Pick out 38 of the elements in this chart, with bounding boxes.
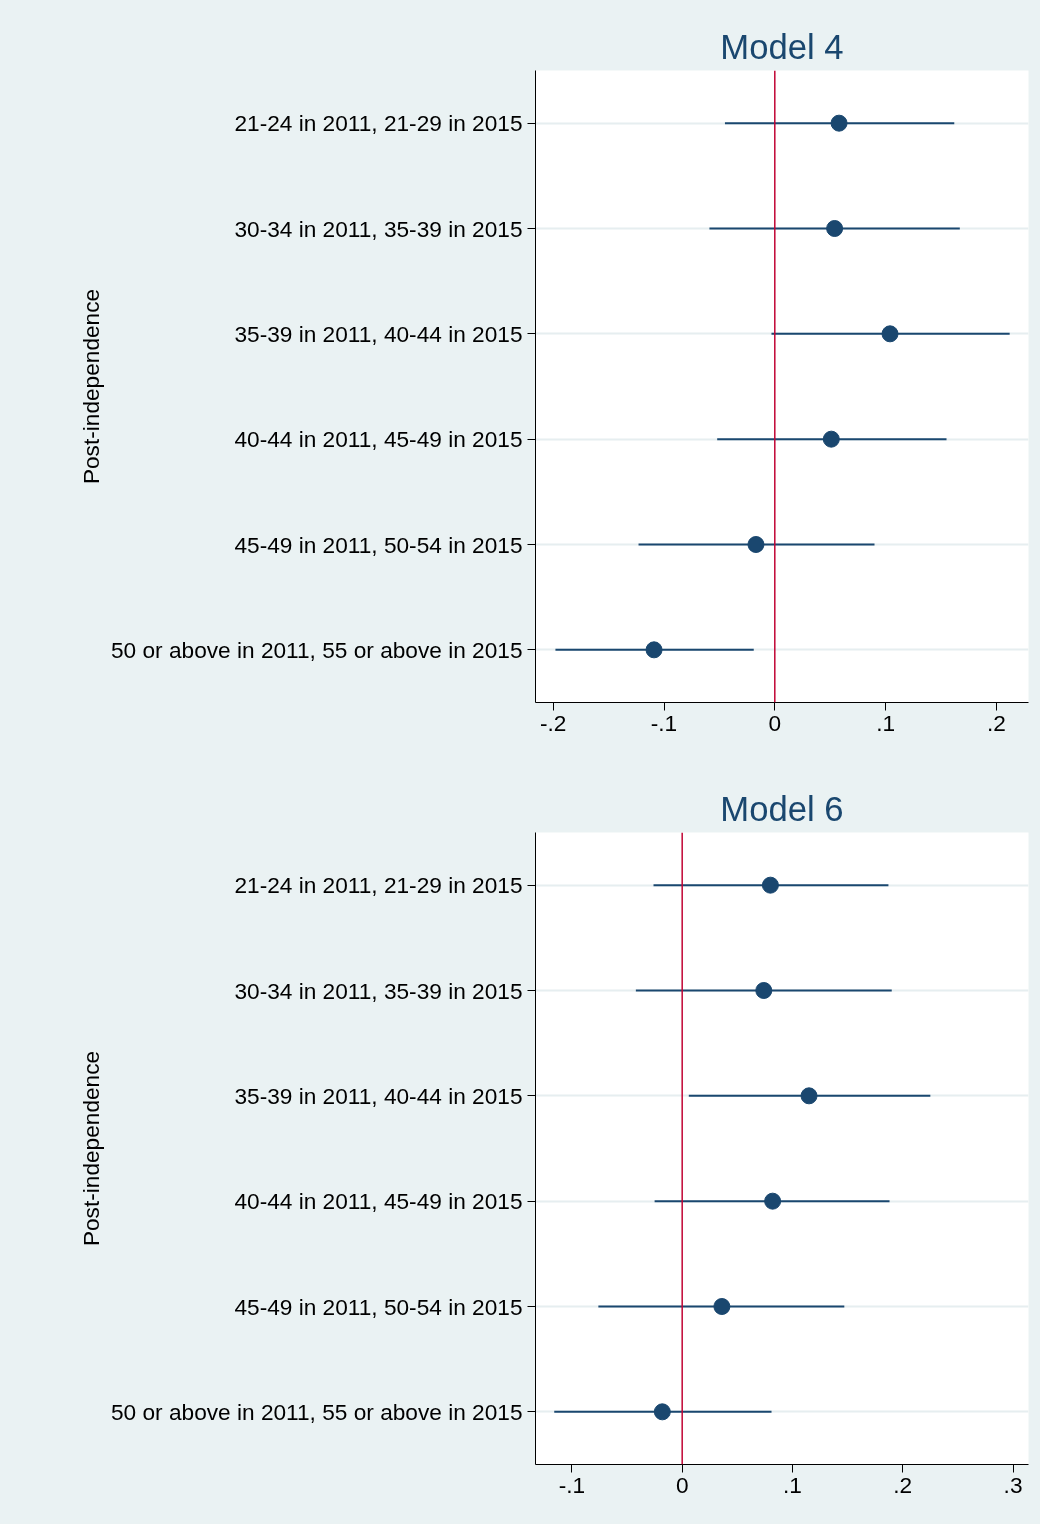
y-axis-title: Post-independence (77, 288, 104, 485)
point (800, 1087, 818, 1105)
y-tick-label: 50 or above in 2011, 55 or above in 2015 (111, 1398, 523, 1425)
y-tick-label: 35-39 in 2011, 40-44 in 2015 (234, 320, 523, 347)
x-tick-label: .1 (783, 1471, 802, 1498)
y-tick-label: 40-44 in 2011, 45-49 in 2015 (234, 426, 523, 453)
x-tick-label: 0 (768, 709, 782, 736)
point (761, 876, 779, 894)
y-tick-label: 21-24 in 2011, 21-29 in 2015 (234, 872, 523, 899)
x-tick-label: .2 (986, 709, 1006, 736)
x-tick-label: .2 (893, 1471, 913, 1498)
point (645, 641, 663, 659)
point (653, 1403, 671, 1421)
point (830, 114, 848, 132)
x-tick-label: .3 (1003, 1471, 1023, 1498)
x-tick-label: -.1 (650, 709, 678, 736)
point (764, 1192, 782, 1210)
y-tick-label: 50 or above in 2011, 55 or above in 2015 (111, 636, 523, 663)
x-tick-label: -.1 (558, 1471, 586, 1498)
x-tick-label: .1 (876, 709, 896, 736)
point (881, 325, 899, 343)
chart-title: Model 4 (720, 27, 844, 66)
x-tick-label: -.2 (540, 709, 567, 736)
point (826, 220, 844, 237)
point (822, 430, 840, 448)
y-tick-label: 40-44 in 2011, 45-49 in 2015 (234, 1188, 523, 1215)
chart-title: Model 6 (720, 789, 844, 828)
y-tick-label: 21-24 in 2011, 21-29 in 2015 (234, 110, 523, 137)
point (713, 1298, 731, 1315)
y-tick-label: 35-39 in 2011, 40-44 in 2015 (234, 1082, 523, 1109)
y-tick-label: 45-49 in 2011, 50-54 in 2015 (234, 1293, 523, 1320)
y-tick-label: 30-34 in 2011, 35-39 in 2015 (234, 977, 523, 1004)
point (755, 982, 773, 999)
y-tick-label: 30-34 in 2011, 35-39 in 2015 (234, 215, 523, 242)
point (747, 536, 765, 553)
x-tick-label: 0 (675, 1471, 689, 1498)
y-tick-label: 45-49 in 2011, 50-54 in 2015 (234, 531, 523, 558)
y-axis-title: Post-independence (77, 1050, 104, 1247)
